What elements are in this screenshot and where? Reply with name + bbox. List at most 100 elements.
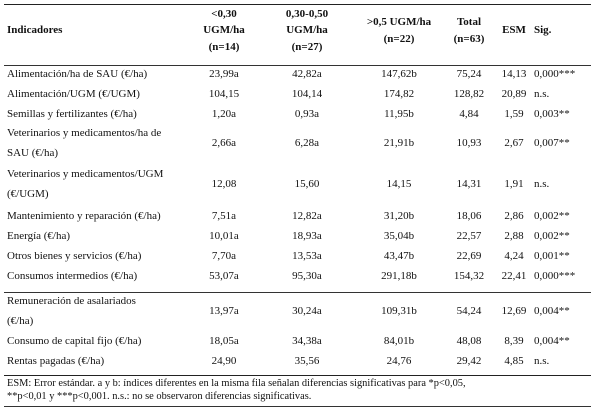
footnote-line-1: ESM: Error estándar. a y b: índices dife…	[7, 378, 466, 389]
footnote-line-2: **p<0,01 y ***p<0,001. n.s.: no se obser…	[7, 391, 312, 402]
value-sig: 0,001**	[534, 250, 570, 262]
value-030-050: 30,24a	[292, 305, 322, 317]
row-label: (€/UGM)	[7, 188, 49, 200]
value-sig: 0,003**	[534, 108, 570, 120]
header-col4-line2: (n=63)	[453, 33, 485, 45]
value-gt05: 174,82	[383, 88, 415, 100]
row-label: Rentas pagadas (€/ha)	[7, 355, 105, 367]
value-lt030: 10,01a	[209, 230, 239, 242]
value-esm: 4,24	[504, 250, 524, 262]
value-gt05: 11,95b	[384, 108, 414, 120]
value-sig: 0,000***	[534, 68, 576, 80]
row-label: Veterinarios y medicamentos/ha de	[7, 127, 162, 139]
value-gt05: 14,15	[386, 178, 412, 190]
header-col3-line1: >0,5 UGM/ha	[366, 16, 432, 28]
header-col4-line1: Total	[456, 16, 482, 28]
value-total: 29,42	[456, 355, 482, 367]
header-col3-line2: (n=22)	[383, 33, 415, 45]
value-esm: 2,86	[504, 210, 524, 222]
header-col2-line3: (n=27)	[291, 41, 323, 53]
header-col1-line3: (n=14)	[208, 41, 240, 53]
row-label: Energía (€/ha)	[7, 230, 71, 242]
value-total: 14,31	[456, 178, 482, 190]
value-esm: 14,13	[501, 68, 527, 80]
value-gt05: 24,76	[386, 355, 412, 367]
value-esm: 1,91	[504, 178, 524, 190]
value-sig: 0,004**	[534, 335, 570, 347]
value-sig: n.s.	[534, 178, 550, 190]
value-030-050: 15,60	[294, 178, 320, 190]
row-label: Alimentación/ha de SAU (€/ha)	[7, 68, 148, 80]
header-col1-line2: UGM/ha	[203, 24, 245, 36]
table-bottom-rule	[4, 375, 591, 376]
value-total: 48,08	[456, 335, 482, 347]
value-030-050: 6,28a	[294, 137, 320, 149]
value-total: 22,69	[456, 250, 482, 262]
value-lt030: 23,99a	[209, 68, 239, 80]
value-esm: 1,59	[504, 108, 524, 120]
table-top-rule	[4, 4, 591, 5]
value-gt05: 43,47b	[383, 250, 415, 262]
value-total: 128,82	[453, 88, 485, 100]
value-gt05: 21,91b	[383, 137, 415, 149]
value-sig: 0,002**	[534, 210, 570, 222]
row-label: Semillas y fertilizantes (€/ha)	[7, 108, 137, 120]
value-lt030: 2,66a	[211, 137, 237, 149]
value-lt030: 7,70a	[211, 250, 237, 262]
value-total: 154,32	[453, 270, 485, 282]
value-030-050: 35,56	[294, 355, 320, 367]
value-030-050: 34,38a	[292, 335, 322, 347]
row-label: Alimentación/UGM (€/UGM)	[7, 88, 140, 100]
header-sig: Sig.	[534, 24, 552, 36]
row-label: Veterinarios y medicamentos/UGM	[7, 168, 164, 180]
value-lt030: 7,51a	[211, 210, 237, 222]
row-label: (€/ha)	[7, 315, 34, 327]
header-col2-line2: UGM/ha	[286, 24, 328, 36]
row-label: SAU (€/ha)	[7, 147, 59, 159]
row-label: Otros bienes y servicios (€/ha)	[7, 250, 142, 262]
value-030-050: 0,93a	[294, 108, 320, 120]
value-030-050: 104,14	[291, 88, 323, 100]
row-label: Mantenimiento y reparación (€/ha)	[7, 210, 161, 222]
value-lt030: 1,20a	[211, 108, 237, 120]
value-total: 22,57	[456, 230, 482, 242]
value-030-050: 13,53a	[292, 250, 322, 262]
value-esm: 22,41	[501, 270, 527, 282]
value-sig: 0,007**	[534, 137, 570, 149]
header-indicadores: Indicadores	[7, 24, 63, 36]
table-header-rule	[4, 65, 591, 66]
value-lt030: 18,05a	[209, 335, 239, 347]
header-esm: ESM	[502, 24, 526, 36]
value-gt05: 147,62b	[381, 68, 417, 80]
value-gt05: 84,01b	[383, 335, 415, 347]
value-esm: 4,85	[504, 355, 524, 367]
value-sig: 0,002**	[534, 230, 570, 242]
value-lt030: 12,08	[211, 178, 237, 190]
value-030-050: 42,82a	[292, 68, 322, 80]
value-gt05: 109,31b	[381, 305, 417, 317]
table-section-rule	[4, 292, 591, 293]
footnote-bottom-rule	[4, 406, 591, 407]
value-gt05: 31,20b	[383, 210, 415, 222]
value-esm: 2,67	[504, 137, 524, 149]
value-sig: 0,000***	[534, 270, 576, 282]
value-total: 4,84	[459, 108, 479, 120]
row-label: Remuneración de asalariados	[7, 295, 136, 307]
value-gt05: 291,18b	[381, 270, 417, 282]
value-total: 10,93	[456, 137, 482, 149]
header-col2-line1: 0,30-0,50	[285, 8, 329, 20]
value-esm: 8,39	[504, 335, 524, 347]
value-sig: n.s.	[534, 355, 550, 367]
row-label: Consumo de capital fijo (€/ha)	[7, 335, 142, 347]
value-esm: 2,88	[504, 230, 524, 242]
value-lt030: 24,90	[211, 355, 237, 367]
value-total: 75,24	[456, 68, 482, 80]
value-esm: 20,89	[501, 88, 527, 100]
value-lt030: 53,07a	[209, 270, 239, 282]
value-esm: 12,69	[501, 305, 527, 317]
value-030-050: 18,93a	[292, 230, 322, 242]
row-label: Consumos intermedios (€/ha)	[7, 270, 138, 282]
value-sig: n.s.	[534, 88, 550, 100]
value-total: 54,24	[456, 305, 482, 317]
value-total: 18,06	[456, 210, 482, 222]
